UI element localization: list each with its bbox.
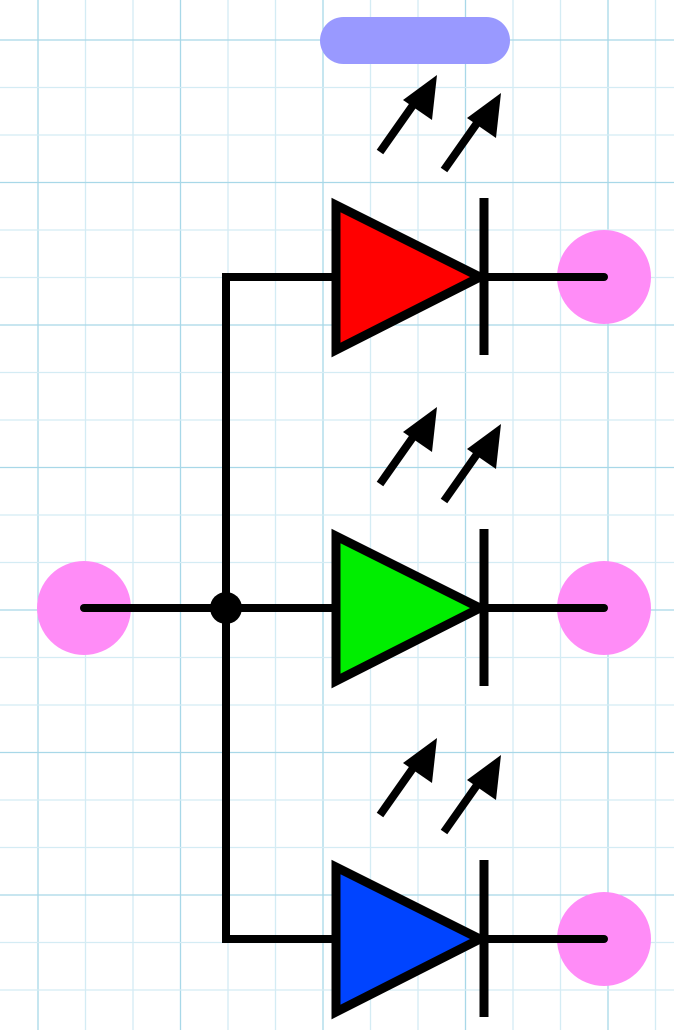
- emission-arrows-green: [376, 407, 501, 504]
- junction-dot: [210, 592, 242, 624]
- emission-arrows-red: [376, 75, 501, 173]
- diode-green[interactable]: [331, 528, 491, 689]
- diode-red[interactable]: [331, 197, 491, 358]
- emission-arrows-blue: [376, 738, 501, 835]
- label-pill[interactable]: [320, 17, 510, 64]
- diode-blue[interactable]: [331, 859, 491, 1020]
